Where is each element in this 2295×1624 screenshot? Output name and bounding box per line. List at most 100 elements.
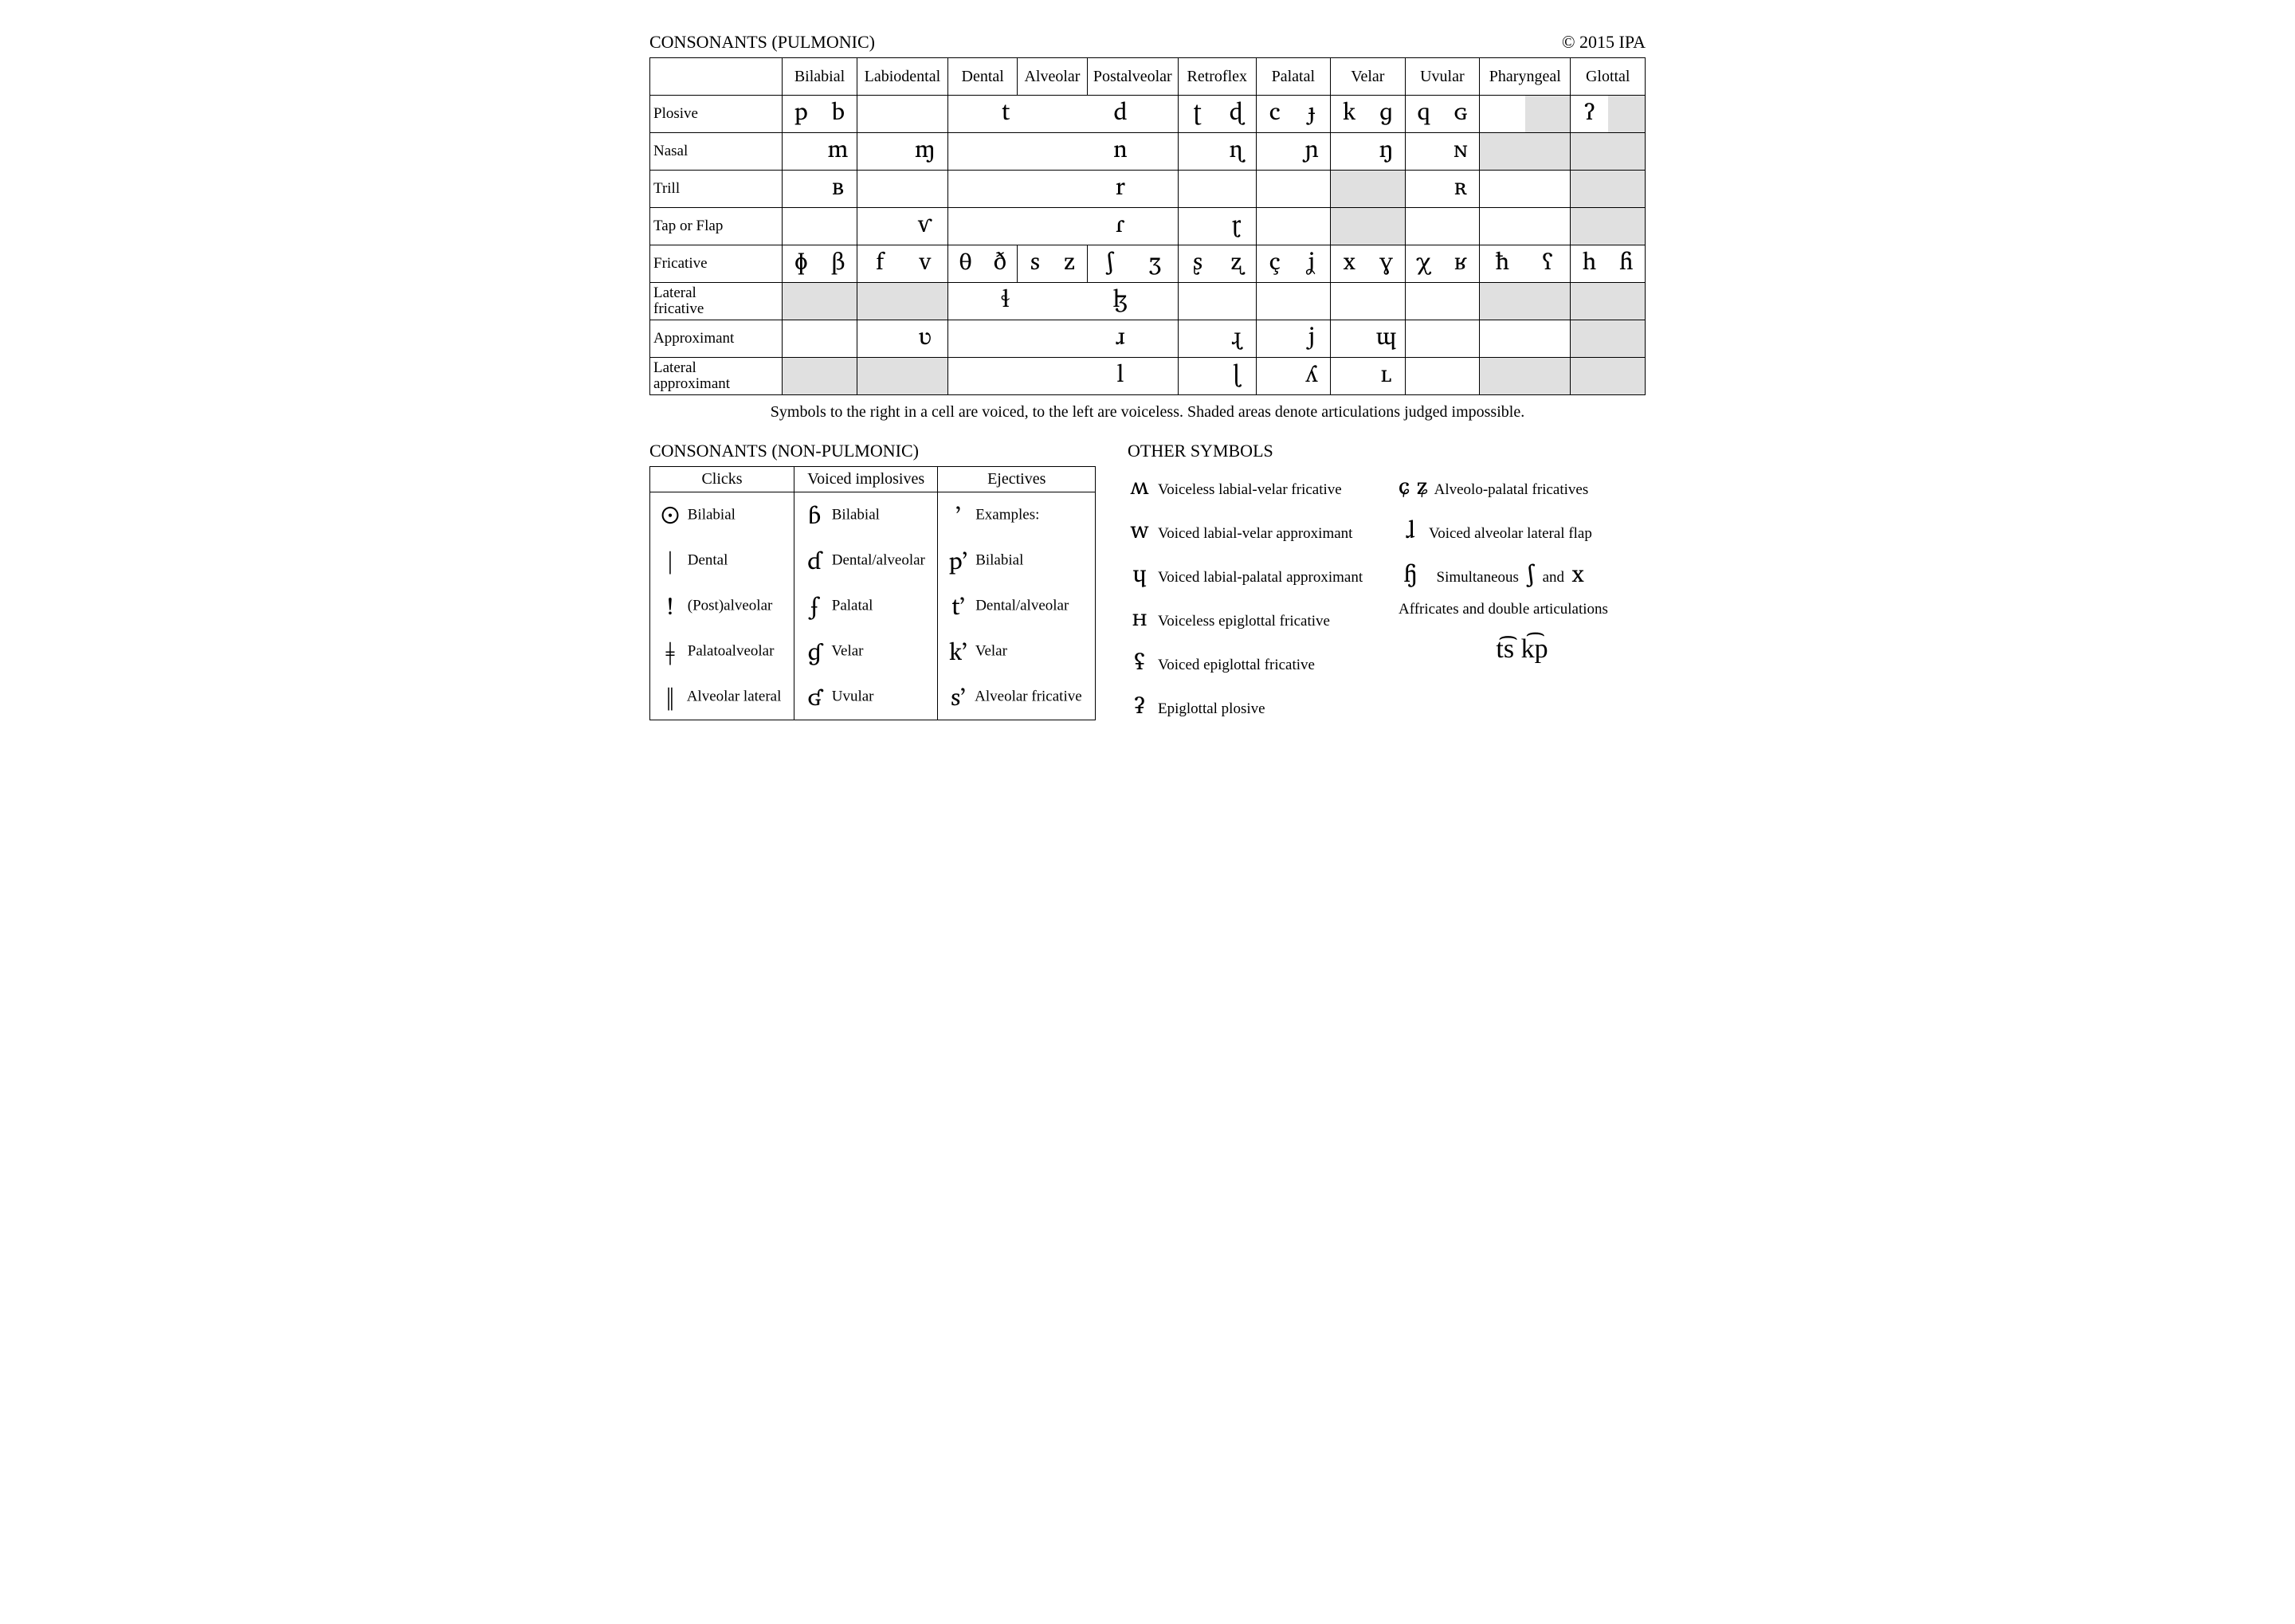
row-label: Fricative [650,245,783,283]
ipa-cell: ⱱ [857,208,947,245]
other-symbols-title: OTHER SYMBOLS [1128,441,1646,461]
voiced-symbol: b [820,96,857,132]
os-simul: ɧ Simultaneous ʃ and x [1399,554,1646,593]
voiceless-symbol: p [783,96,819,132]
voiceless-symbol: ʃ [1088,245,1133,282]
voiceless-symbol [1406,358,1442,394]
np-desc: Bilabial [684,507,736,524]
np-symbol: ʼ [944,496,971,535]
voiced-symbol: ɰ [1367,320,1404,357]
row-label: Trill [650,171,783,208]
os-symbol: w [1128,510,1151,549]
np-cell: ɓ Bilabial [794,492,938,539]
ipa-cell [1256,283,1331,320]
voiceless-symbol: ʔ [1571,96,1607,132]
voiceless-symbol [1571,208,1607,245]
ipa-cell: ɳ [1178,133,1256,171]
voiced-symbol: j [1293,320,1330,357]
voiceless-symbol [1179,208,1217,245]
np-desc: Bilabial [828,507,880,524]
os-row: ʡEpiglottal plosive [1128,685,1375,724]
voiceless-symbol [1179,133,1217,170]
np-desc: Alveolar fricative [971,688,1081,705]
np-column-header: Voiced implosives [794,467,938,492]
voiced-symbol: ʋ [902,320,947,357]
np-symbol: kʼ [944,632,971,671]
ipa-cell: ɬɮ [948,283,1179,320]
ipa-cell: ɰ [1331,320,1406,358]
np-desc: Bilabial [971,552,1023,569]
column-header: Pharyngeal [1480,58,1571,96]
ipa-cell [857,171,947,208]
voiced-symbol: β [820,245,857,282]
voiced-symbol: v [902,245,947,282]
voiceless-symbol [857,133,903,170]
row-label: Plosive [650,96,783,133]
ipa-cell: ɸβ [783,245,857,283]
np-symbol: ɠ [801,632,828,671]
os-desc: Simultaneous ʃ and x [1429,554,1584,593]
ipa-cell [1480,133,1571,171]
np-symbol: sʼ [944,677,971,716]
voiced-symbol [902,358,947,394]
np-cell: ʘ Bilabial [650,492,794,539]
np-desc: Dental/alveolar [971,598,1069,614]
other-symbols-section: OTHER SYMBOLS ʍVoiceless labial-velar fr… [1128,441,1646,729]
voiceless-symbol [857,283,903,320]
voiceless-symbol [1480,171,1525,207]
voiceless-symbol [1179,358,1217,394]
row-label: Approximant [650,320,783,358]
voiceless-symbol [1331,208,1367,245]
row-label: Lateralfricative [650,283,783,320]
column-header: Postalveolar [1087,58,1178,96]
ipa-cell: ŋ [1331,133,1406,171]
os-symbol: ɥ [1128,554,1151,593]
ipa-cell [1178,283,1256,320]
os-row: w Voiced labial-velar approximant [1128,510,1375,549]
voiceless-symbol [1406,320,1442,357]
np-symbol: ǀ [657,541,684,580]
os-desc: Epiglottal plosive [1158,700,1265,718]
ipa-cell [783,283,857,320]
np-desc: Alveolar lateral [684,688,781,705]
voiceless-symbol [1179,171,1217,207]
voiceless-symbol [1406,133,1442,170]
voiceless-symbol [1480,208,1525,245]
ipa-cell [783,320,857,358]
ipa-cell: qɢ [1405,96,1480,133]
voiced-symbol [1608,283,1645,320]
voiced-symbol [1525,283,1571,320]
np-cell: ɠ Velar [794,629,938,674]
ipa-cell [1331,283,1406,320]
ipa-cell [1571,320,1646,358]
ipa-cell [1256,208,1331,245]
voiced-symbol [820,320,857,357]
column-header: Bilabial [783,58,857,96]
voiced-symbol [1367,208,1404,245]
ipa-cell [1480,96,1571,133]
os-symbol: ʢ [1128,641,1151,681]
voiceless-symbol [1480,358,1525,394]
voiceless-symbol: ɬ [948,283,1063,320]
voiceless-symbol [857,171,903,207]
voiced-symbol [902,96,947,132]
ipa-cell: j [1256,320,1331,358]
voiced-symbol: ɲ [1293,133,1330,170]
voiced-symbol: ɾ [1063,208,1178,245]
voiceless-symbol [857,358,903,394]
voiceless-symbol: k [1331,96,1367,132]
voiceless-symbol: h [1571,245,1607,282]
ipa-cell: hɦ [1571,245,1646,283]
voiced-symbol: ɹ [1063,320,1178,357]
voiced-symbol [1293,283,1330,320]
voiced-symbol: ʎ [1293,358,1330,394]
ipa-cell: θð [948,245,1018,283]
pulmonic-table: BilabialLabiodentalDentalAlveolarPostalv… [649,57,1646,395]
ipa-cell [1480,320,1571,358]
voiceless-symbol: ɸ [783,245,819,282]
voiceless-symbol [1331,320,1367,357]
np-symbol: ʄ [801,586,828,626]
voiced-symbol [1525,133,1571,170]
np-symbol: pʼ [944,541,971,580]
os-desc: Voiced labial-velar approximant [1158,525,1352,543]
